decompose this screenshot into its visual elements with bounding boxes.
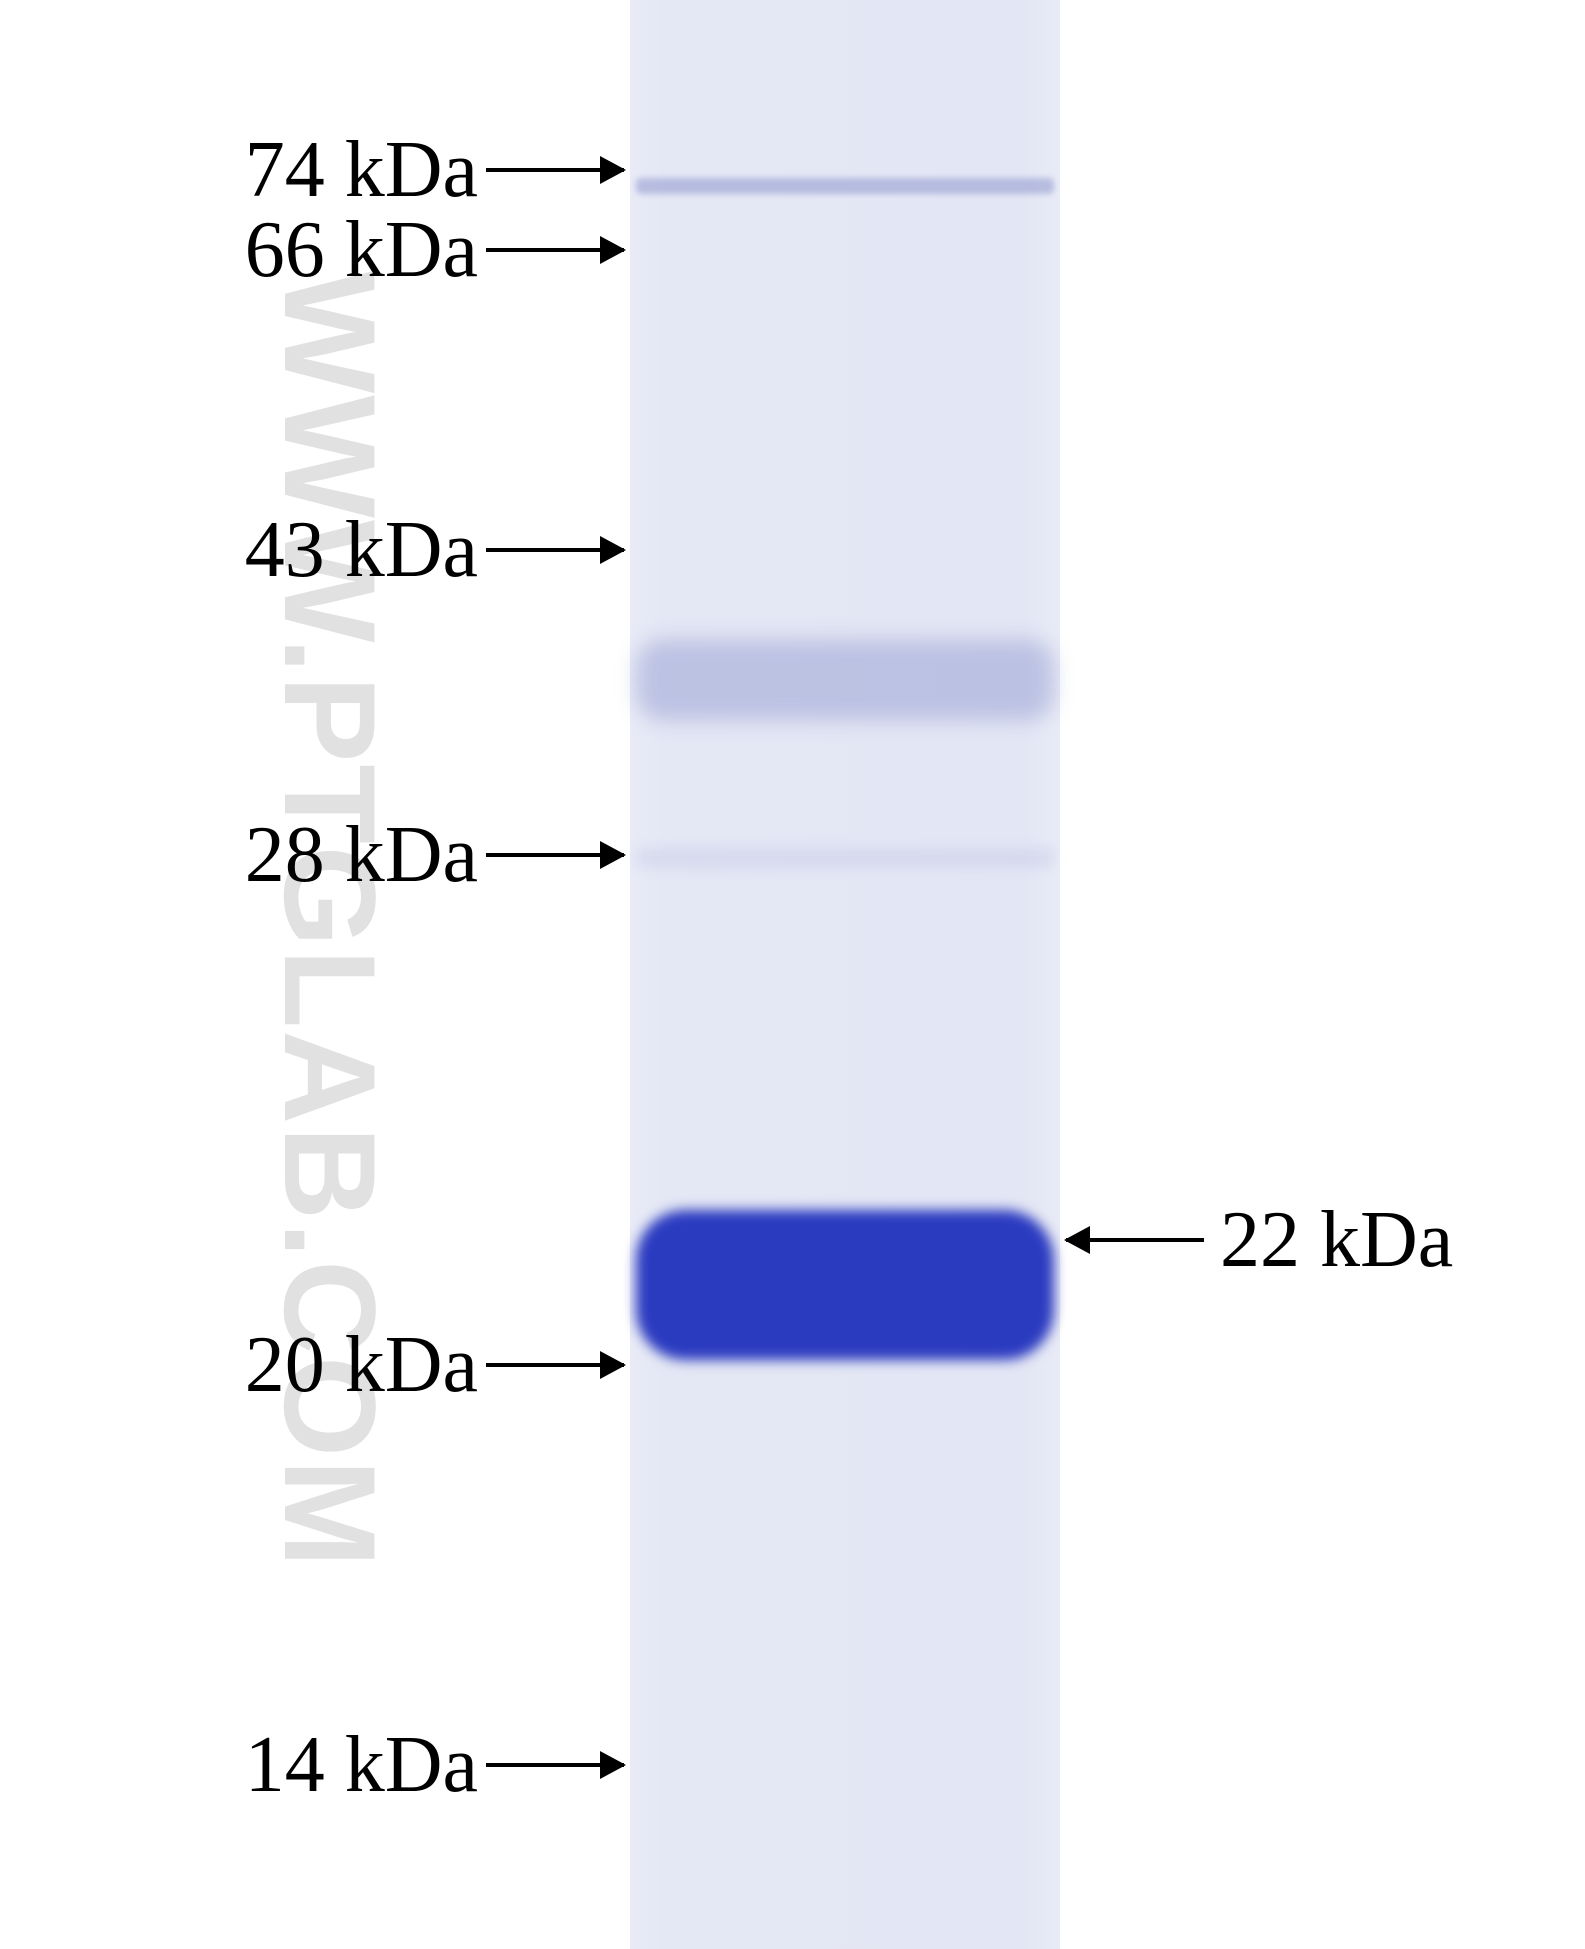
arrow-right-icon — [486, 853, 624, 857]
left-marker-14-kDa: 14 kDa — [0, 1725, 624, 1805]
left-marker-28-kDa: 28 kDa — [0, 815, 624, 895]
arrow-right-icon — [486, 168, 624, 172]
arrow-left-icon — [1066, 1238, 1204, 1242]
arrow-right-icon — [486, 548, 624, 552]
right-marker-22-kDa: 22 kDa — [1066, 1200, 1585, 1280]
marker-label-text: 22 kDa — [1220, 1195, 1453, 1286]
left-marker-66-kDa: 66 kDa — [0, 210, 624, 290]
marker-label-text: 20 kDa — [245, 1320, 478, 1411]
left-marker-20-kDa: 20 kDa — [0, 1325, 624, 1405]
very-faint-28k — [636, 848, 1054, 868]
faint-band-37k — [636, 640, 1054, 720]
gel-lane — [630, 0, 1060, 1949]
arrow-right-icon — [486, 1763, 624, 1767]
arrow-right-icon — [486, 1363, 624, 1367]
marker-label-text: 28 kDa — [245, 810, 478, 901]
marker-label-text: 14 kDa — [245, 1720, 478, 1811]
marker-label-text: 66 kDa — [245, 205, 478, 296]
gel-image: WWW.PTGLAB.COM 74 kDa66 kDa43 kDa28 kDa2… — [0, 0, 1585, 1949]
main-band-22k — [636, 1210, 1054, 1360]
marker-label-text: 74 kDa — [245, 125, 478, 216]
left-marker-74-kDa: 74 kDa — [0, 130, 624, 210]
arrow-right-icon — [486, 248, 624, 252]
marker-label-text: 43 kDa — [245, 505, 478, 596]
74kDa-marker-band — [636, 178, 1054, 194]
left-marker-43-kDa: 43 kDa — [0, 510, 624, 590]
